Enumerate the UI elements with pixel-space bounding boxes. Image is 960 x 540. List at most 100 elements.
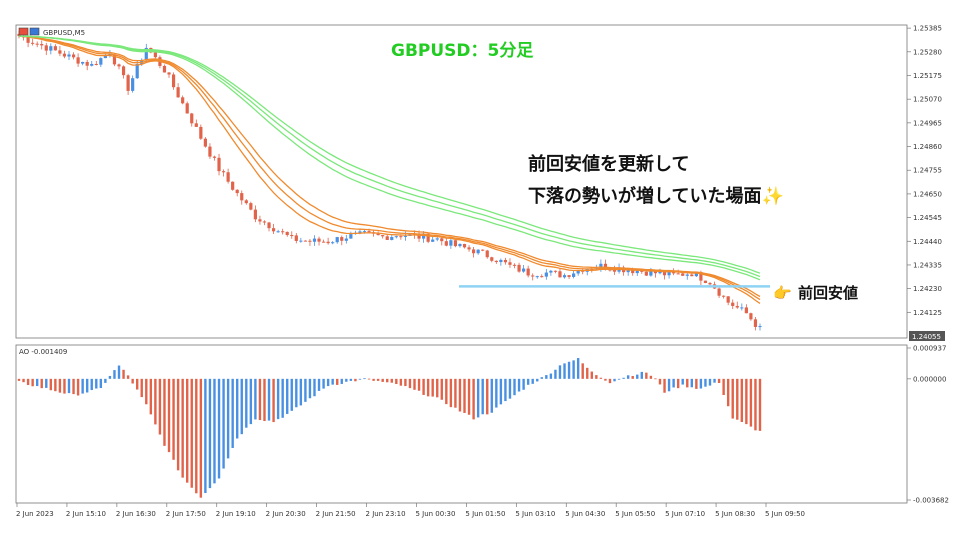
price-tick-label: 1.24965 <box>913 119 942 127</box>
ao-bar <box>204 378 207 494</box>
candle <box>731 299 735 310</box>
candle <box>208 143 212 159</box>
candle-body <box>31 42 35 44</box>
ao-bar <box>208 378 212 489</box>
candle <box>508 258 512 268</box>
candle <box>167 72 171 78</box>
ao-bar <box>726 378 730 407</box>
ao-bar <box>340 378 343 384</box>
candle-body <box>344 238 348 241</box>
ao-bar <box>376 378 380 381</box>
ao-bar <box>258 378 262 421</box>
candle-body <box>162 65 167 73</box>
candle-body <box>453 240 458 247</box>
ao-bar <box>254 378 257 420</box>
candle-body <box>444 241 448 246</box>
ao-bar <box>313 378 316 397</box>
candle-body <box>276 231 280 233</box>
candle <box>499 258 503 266</box>
candle-body <box>662 271 667 276</box>
ao-bar <box>158 378 162 435</box>
ao-bar <box>49 378 53 391</box>
ao-bar <box>745 378 748 425</box>
candle <box>444 238 448 247</box>
candle <box>258 215 262 225</box>
candle-body <box>326 241 330 244</box>
candle-body <box>58 50 62 54</box>
ao-bar <box>140 378 143 398</box>
ao-bar <box>117 365 121 379</box>
candle-body <box>258 219 262 222</box>
ao-bar <box>599 377 603 379</box>
ao-bar <box>45 378 48 388</box>
ao-bar <box>67 378 71 394</box>
ao-bar <box>126 375 130 379</box>
price-tick-label: 1.25280 <box>913 48 942 56</box>
candle-body <box>331 242 335 244</box>
candle <box>85 59 89 71</box>
candle-body <box>522 268 526 272</box>
ao-bar <box>108 375 112 379</box>
candle-body <box>367 231 371 233</box>
candle-body <box>253 209 257 220</box>
chart-type-icon[interactable] <box>29 27 40 36</box>
candle-body <box>208 146 212 157</box>
candle-body <box>267 222 271 229</box>
price-tick-label: 1.24650 <box>913 190 942 198</box>
ao-bar <box>481 378 484 415</box>
candle-body <box>199 126 203 139</box>
candle <box>190 112 194 127</box>
ao-tick-label: 0.000937 <box>913 345 946 353</box>
candle-body <box>694 272 698 277</box>
candle-body <box>703 280 708 284</box>
ao-bar <box>217 378 221 479</box>
ao-bar <box>413 378 416 390</box>
candle-body <box>49 46 53 51</box>
candle <box>285 231 289 237</box>
candle <box>567 275 571 279</box>
candle-body <box>740 307 744 309</box>
candle <box>381 235 385 239</box>
ao-bar <box>399 378 403 386</box>
ao-bar <box>317 378 321 391</box>
ao-bar <box>81 378 84 394</box>
ao-bar <box>513 378 516 396</box>
candle-body <box>699 272 703 281</box>
candle-body <box>35 43 39 45</box>
ao-bar <box>295 378 298 408</box>
candle <box>58 45 62 57</box>
candle-body <box>626 270 630 273</box>
candle-body <box>262 221 267 223</box>
symbol-label: GBPUSD,M5 <box>43 29 85 37</box>
price-tick-label: 1.24230 <box>913 285 942 293</box>
ao-bar <box>717 378 721 383</box>
candle <box>244 199 248 205</box>
candle <box>421 231 426 243</box>
candle-body <box>67 54 71 57</box>
candle <box>181 95 185 105</box>
candle-body <box>385 236 389 240</box>
candle <box>535 275 539 279</box>
candle <box>703 280 708 284</box>
ao-bar <box>440 378 443 400</box>
candle-body <box>144 47 148 60</box>
candle-body <box>26 37 30 43</box>
candle <box>449 237 453 249</box>
candle <box>335 236 339 244</box>
slow-ma-line <box>19 35 761 274</box>
price-axis: 1.25385 1.25280 1.25175 1.25070 1.24965 1.248… <box>907 25 942 317</box>
time-tick-label: 2 Jun 2023 <box>16 510 54 518</box>
candle-body <box>281 231 285 233</box>
candle-body <box>690 274 694 277</box>
time-tick-label: 2 Jun 20:30 <box>266 510 306 518</box>
candle-body <box>562 275 567 278</box>
candle <box>331 241 335 245</box>
ao-pane-frame <box>15 344 908 504</box>
candle-body <box>121 66 126 76</box>
chart-menu-icon[interactable] <box>18 27 29 36</box>
candle <box>467 245 471 252</box>
candle-body <box>226 172 230 182</box>
candle-body <box>135 64 139 79</box>
candle <box>512 263 517 269</box>
